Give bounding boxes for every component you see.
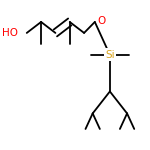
Text: O: O <box>97 16 105 26</box>
Text: HO: HO <box>2 28 18 38</box>
Text: Si: Si <box>105 50 115 60</box>
